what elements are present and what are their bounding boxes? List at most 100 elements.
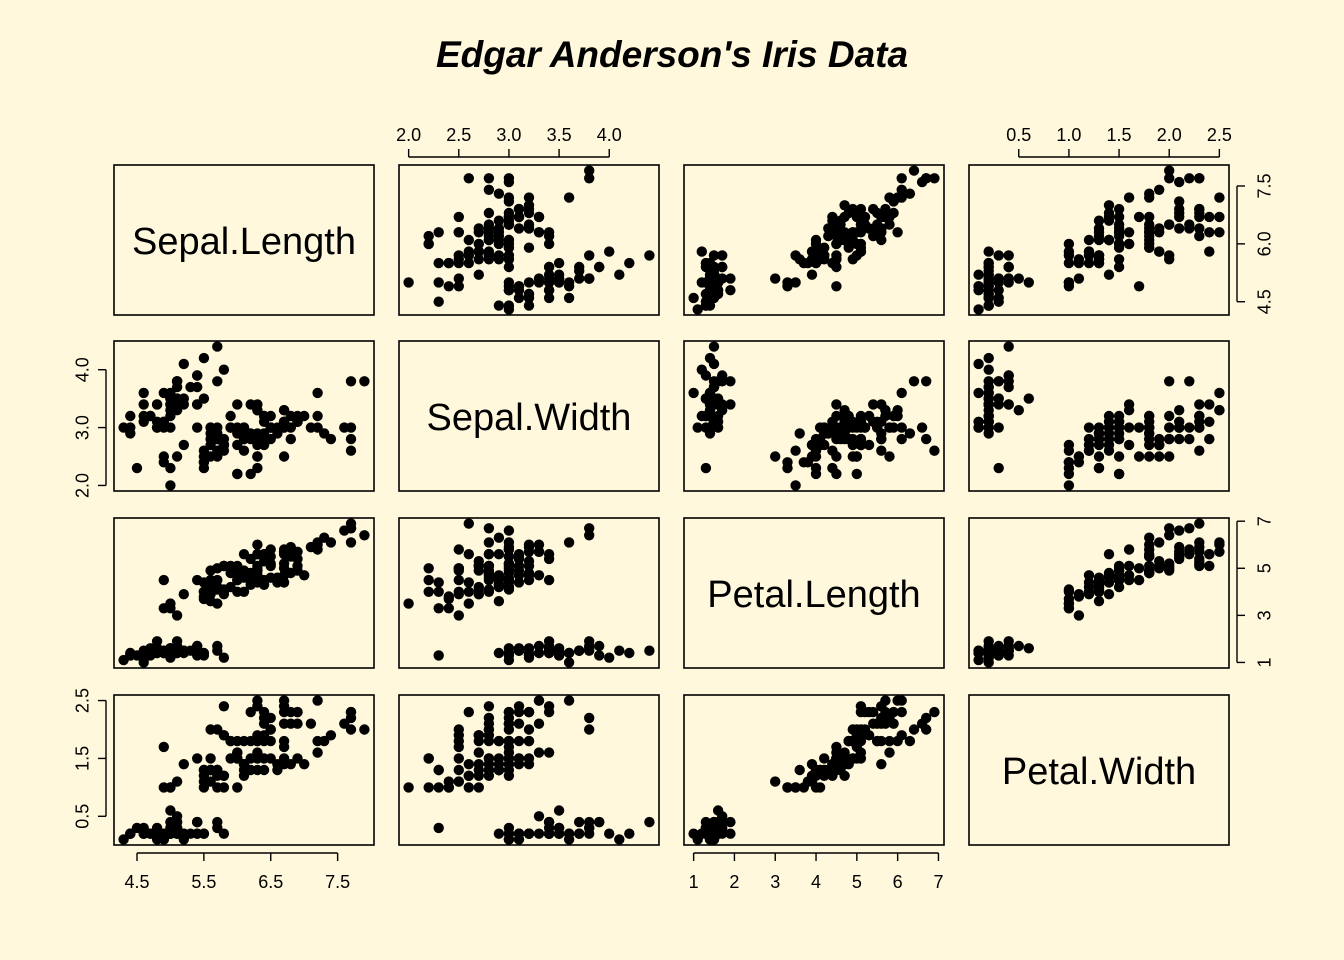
data-point-sepal-length-vs-sepal-width-60	[403, 277, 414, 288]
bottom-axis-tick-label-petal-length-5: 5	[852, 872, 862, 892]
data-point-petal-length-vs-sepal-width-47	[523, 647, 535, 659]
data-point-petal-length-vs-sepal-length-137	[258, 551, 270, 562]
data-point-sepal-width-vs-petal-length-79	[790, 445, 801, 456]
data-point-sepal-length-vs-petal-width-135	[1194, 173, 1205, 184]
data-point-petal-width-vs-petal-length-49	[704, 828, 716, 839]
data-point-petal-width-vs-sepal-length-105	[339, 718, 350, 729]
data-point-sepal-width-vs-petal-length-108	[884, 451, 895, 462]
data-point-sepal-width-vs-petal-width-83	[1123, 439, 1135, 451]
bottom-axis-tick-label-petal-length-2: 2	[729, 872, 739, 892]
data-point-sepal-length-vs-petal-length-36	[700, 257, 712, 269]
data-point-petal-width-vs-sepal-length-145	[278, 706, 290, 718]
data-point-sepal-length-vs-sepal-width-43	[553, 277, 565, 288]
data-point-sepal-width-vs-sepal-length-130	[325, 433, 337, 445]
data-point-sepal-length-vs-petal-width-42	[983, 300, 994, 311]
data-point-petal-length-vs-petal-width-129	[1123, 544, 1135, 555]
data-point-petal-length-vs-sepal-width-89	[453, 586, 464, 597]
data-point-sepal-length-vs-petal-width-149	[1144, 242, 1155, 253]
data-point-sepal-width-vs-sepal-length-31	[192, 399, 203, 410]
data-point-petal-length-vs-petal-width-95	[1083, 581, 1095, 593]
data-point-petal-length-vs-sepal-length-145	[278, 558, 290, 569]
data-point-sepal-width-vs-sepal-length-145	[278, 422, 290, 433]
data-point-petal-length-vs-sepal-width-85	[543, 574, 555, 586]
data-point-petal-width-vs-petal-length-64	[794, 764, 805, 776]
data-point-sepal-width-vs-sepal-length-117	[345, 376, 357, 387]
data-point-sepal-width-vs-sepal-length-47	[138, 410, 149, 422]
data-point-sepal-width-vs-petal-width-76	[1103, 433, 1115, 445]
data-point-petal-length-vs-petal-width-91	[1103, 572, 1115, 583]
data-point-sepal-length-vs-petal-length-145	[859, 211, 871, 223]
data-point-petal-width-vs-sepal-width-139	[513, 718, 525, 729]
data-point-sepal-length-vs-sepal-width-46	[584, 273, 595, 284]
data-point-sepal-width-vs-petal-width-86	[1113, 416, 1125, 427]
data-point-petal-length-vs-sepal-width-146	[453, 563, 464, 574]
data-point-sepal-length-vs-sepal-width-18	[584, 250, 595, 261]
data-point-sepal-width-vs-sepal-length-129	[312, 422, 323, 433]
data-point-sepal-length-vs-sepal-width-48	[574, 265, 585, 277]
data-point-petal-width-vs-sepal-length-62	[232, 782, 243, 793]
data-point-petal-length-vs-sepal-length-149	[225, 560, 236, 572]
data-point-sepal-length-vs-petal-width-145	[1194, 211, 1205, 223]
data-point-sepal-length-vs-petal-width-139	[1174, 203, 1185, 215]
data-point-sepal-width-vs-sepal-length-119	[232, 468, 243, 480]
data-point-sepal-width-vs-sepal-length-46	[171, 376, 183, 387]
data-point-petal-length-vs-sepal-width-93	[433, 603, 444, 614]
data-point-petal-width-vs-sepal-width-78	[493, 753, 505, 764]
top-axis-tick-label-sepal-width-3.5: 3.5	[547, 125, 572, 145]
data-point-sepal-length-vs-sepal-width-42	[523, 300, 535, 311]
data-point-petal-width-vs-petal-length-122	[921, 724, 932, 735]
data-point-sepal-length-vs-sepal-width-22	[563, 292, 575, 304]
data-point-petal-length-vs-sepal-length-138	[232, 567, 243, 579]
data-point-sepal-length-vs-sepal-width-15	[644, 250, 655, 261]
data-point-sepal-width-vs-sepal-length-133	[252, 433, 263, 445]
data-point-petal-length-vs-sepal-length-98	[171, 610, 183, 621]
data-point-petal-width-vs-sepal-width-132	[483, 712, 495, 724]
data-point-petal-length-vs-petal-width-105	[1174, 525, 1185, 536]
data-point-petal-length-vs-sepal-width-39	[543, 645, 555, 656]
data-point-sepal-width-vs-petal-width-13	[973, 422, 984, 433]
data-point-petal-width-vs-sepal-width-60	[403, 782, 414, 793]
data-point-sepal-width-vs-petal-width-44	[1003, 376, 1014, 387]
data-point-sepal-length-vs-petal-width-93	[1063, 277, 1075, 288]
data-point-sepal-width-vs-sepal-length-144	[278, 405, 290, 416]
data-point-petal-length-vs-petal-width-144	[1214, 546, 1225, 557]
data-point-sepal-length-vs-petal-length-14	[696, 246, 707, 257]
data-point-sepal-length-vs-sepal-width-59	[473, 269, 484, 280]
data-point-sepal-width-vs-sepal-length-131	[359, 376, 370, 387]
data-point-petal-length-vs-sepal-length-130	[325, 537, 337, 548]
data-point-petal-width-vs-petal-length-135	[896, 706, 907, 718]
data-point-sepal-width-vs-sepal-length-146	[252, 451, 263, 462]
data-point-petal-width-vs-sepal-length-73	[238, 770, 250, 781]
data-point-petal-width-vs-sepal-width-41	[433, 822, 444, 834]
data-point-sepal-width-vs-petal-length-43	[712, 393, 724, 404]
panel-frame-sepal-width-vs-petal-length	[683, 340, 945, 492]
data-point-petal-length-vs-sepal-width-79	[463, 598, 474, 609]
data-point-petal-length-vs-sepal-length-129	[312, 544, 323, 555]
data-point-sepal-length-vs-sepal-width-143	[523, 207, 535, 219]
data-point-sepal-length-vs-sepal-width-45	[503, 285, 515, 296]
data-point-petal-length-vs-sepal-width-144	[533, 546, 545, 557]
data-point-sepal-width-vs-petal-length-16	[700, 370, 712, 381]
data-point-sepal-length-vs-sepal-width-140	[513, 211, 525, 223]
data-point-sepal-width-vs-petal-length-91	[835, 422, 846, 433]
data-point-petal-length-vs-sepal-width-103	[493, 549, 505, 560]
data-point-sepal-width-vs-petal-length-122	[921, 433, 932, 445]
data-point-petal-length-vs-sepal-width-130	[483, 537, 495, 548]
diagonal-label-sepal-width: Sepal.Width	[427, 397, 632, 439]
data-point-petal-width-vs-sepal-length-43	[165, 805, 176, 816]
data-point-sepal-width-vs-petal-length-93	[782, 462, 793, 474]
data-point-petal-width-vs-sepal-width-145	[503, 706, 515, 718]
data-point-sepal-length-vs-petal-length-91	[835, 234, 846, 246]
data-point-petal-width-vs-sepal-length-76	[285, 759, 296, 770]
data-point-sepal-width-vs-petal-width-40	[993, 393, 1004, 404]
data-point-petal-width-vs-sepal-width-133	[483, 753, 495, 764]
data-point-sepal-length-vs-sepal-width-113	[453, 250, 464, 261]
data-point-sepal-width-vs-petal-width-145	[1194, 422, 1205, 433]
data-point-sepal-width-vs-petal-length-132	[876, 433, 887, 445]
data-point-petal-width-vs-petal-length-73	[839, 770, 850, 781]
panel-frame-petal-width-vs-sepal-width	[398, 694, 660, 846]
data-point-petal-length-vs-petal-width-80	[1073, 591, 1085, 602]
data-point-sepal-length-vs-petal-width-115	[1194, 223, 1205, 234]
data-point-petal-width-vs-sepal-width-8	[493, 828, 505, 839]
data-point-petal-width-vs-sepal-length-90	[198, 770, 210, 781]
